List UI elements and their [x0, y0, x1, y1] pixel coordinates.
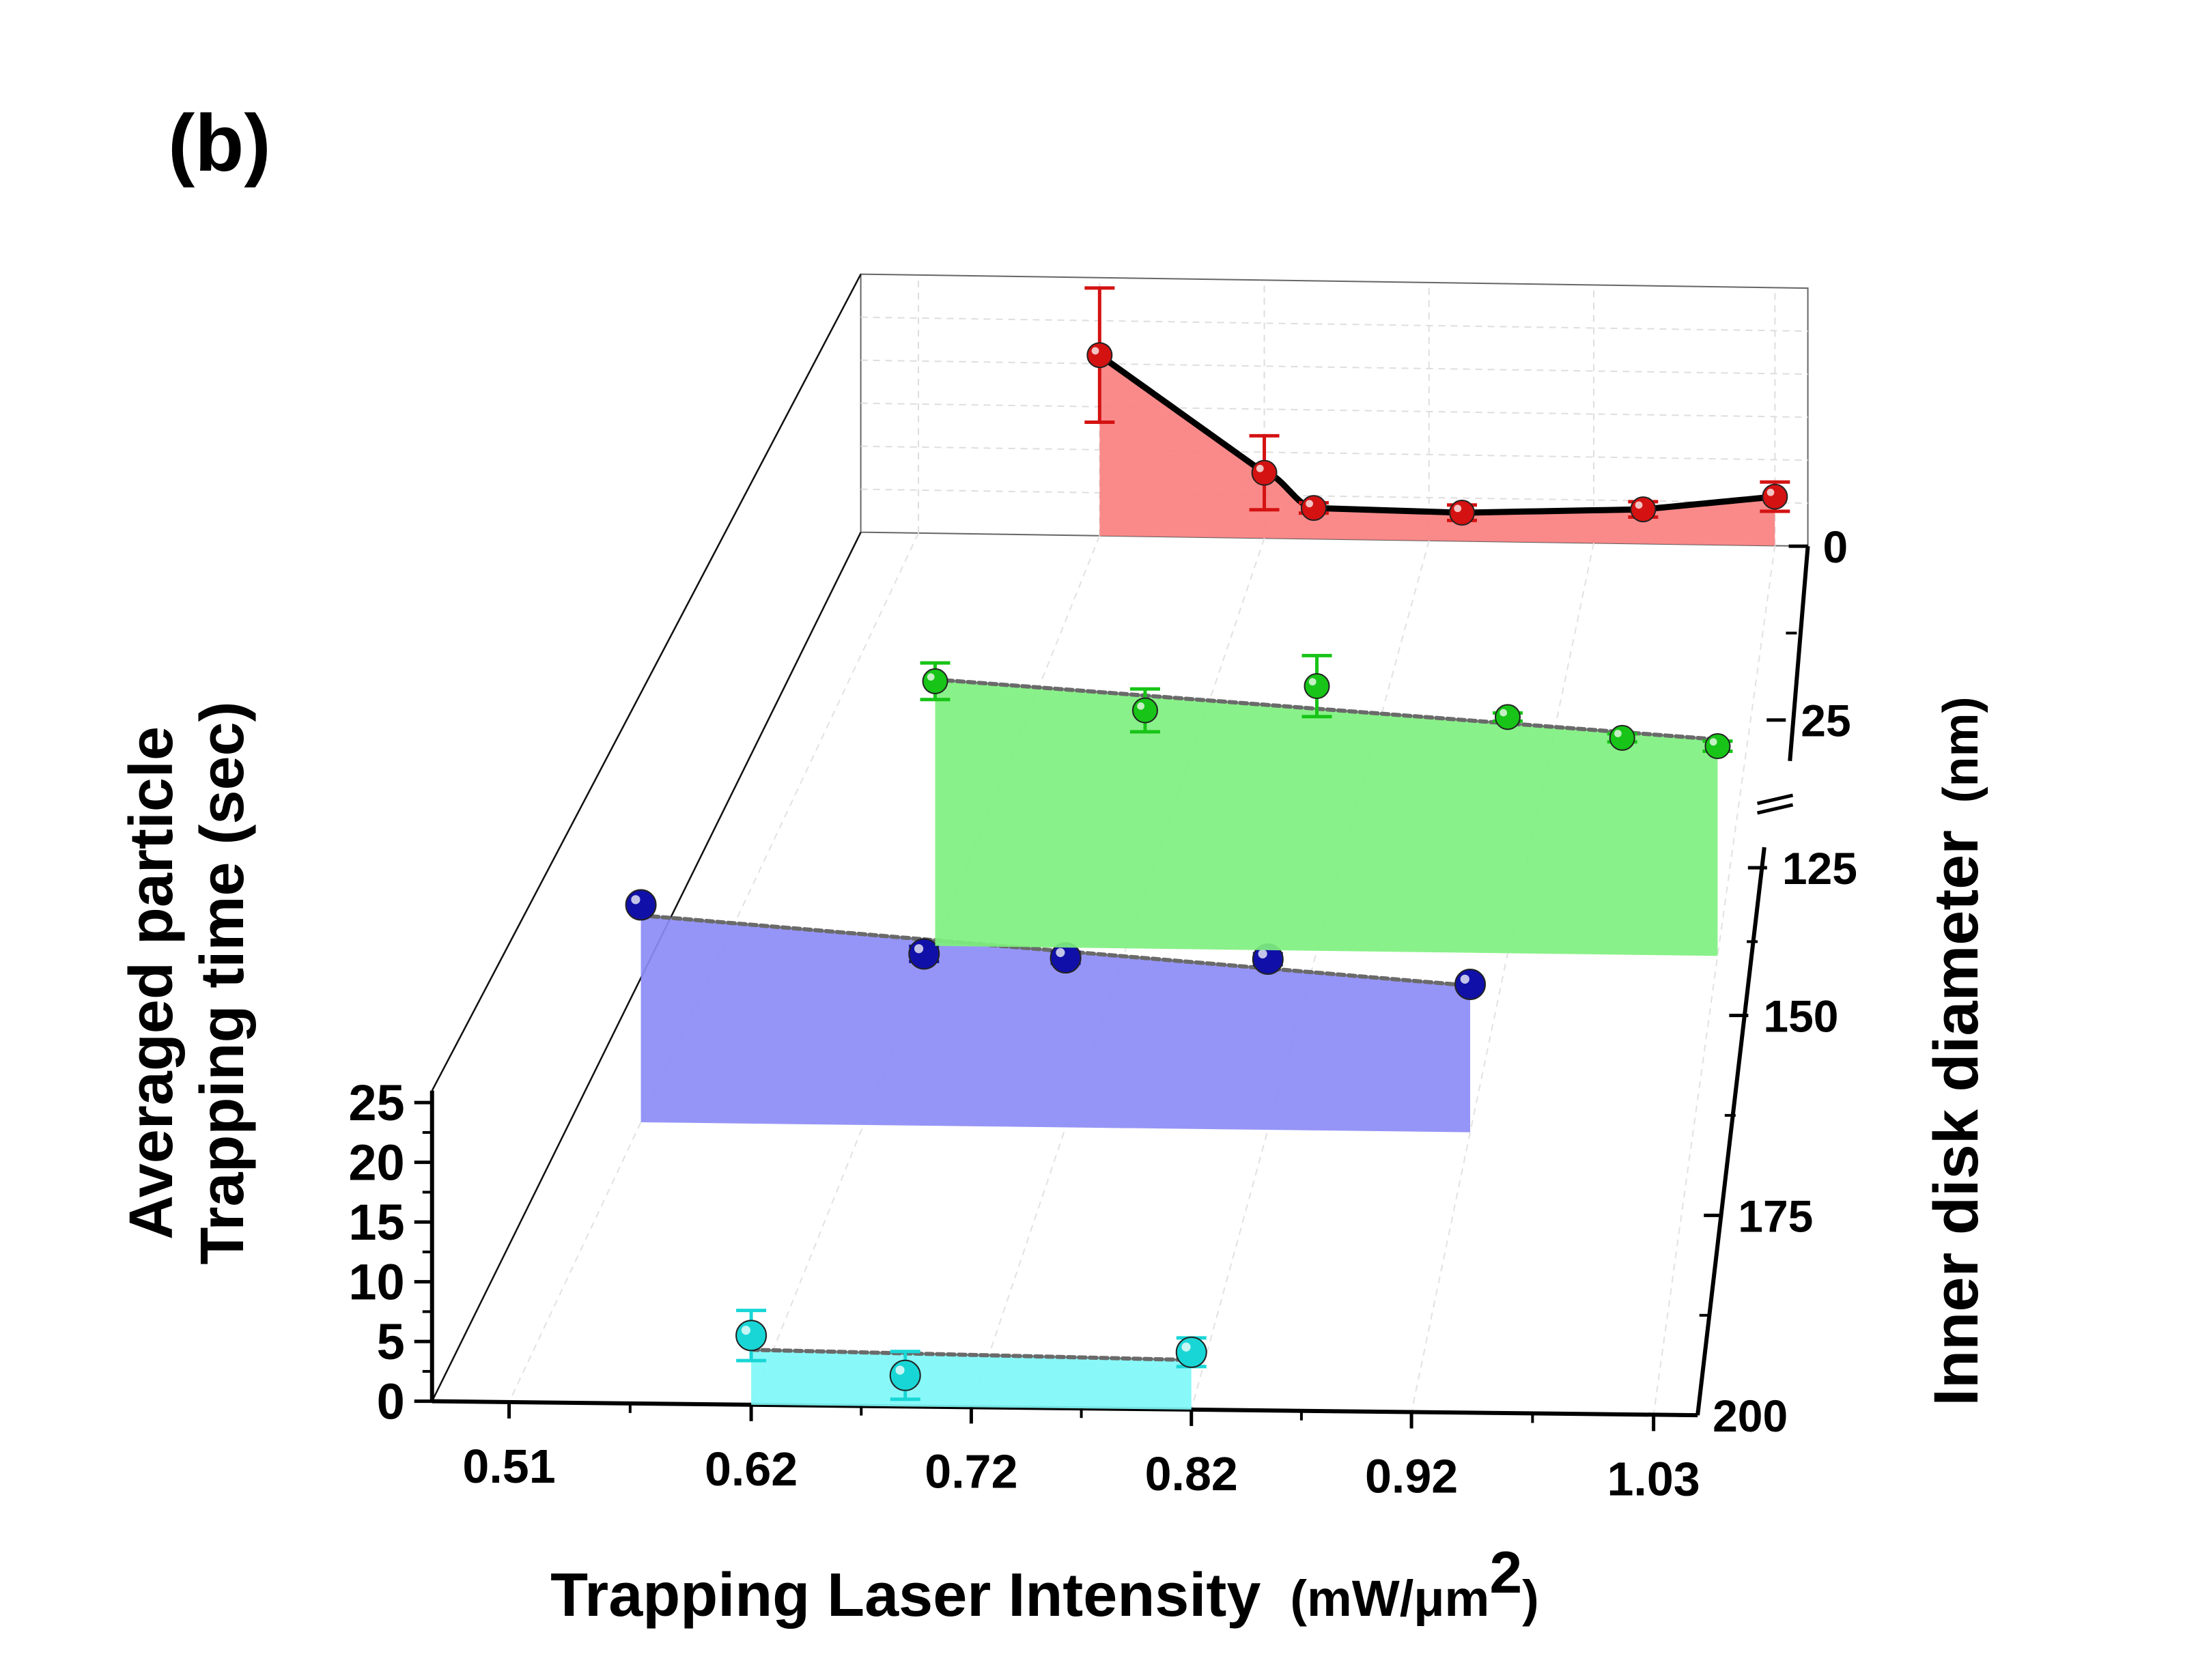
x-axis-title: Trapping Laser Intensity (mW/μm2): [550, 1540, 1539, 1629]
data-point: [908, 938, 940, 970]
x-axis-title-unit-sup: 2: [1489, 1540, 1522, 1606]
x-axis-line: [432, 1399, 1698, 1418]
y-axis-title-line1: Averaged particle: [117, 726, 186, 1240]
y-tick-label: 15: [348, 1194, 404, 1251]
data-point-highlight: [1614, 730, 1622, 737]
data-point-highlight: [1709, 738, 1717, 746]
x-tick-label: 0.92: [1365, 1449, 1458, 1503]
z-tick-label: 125: [1782, 843, 1857, 894]
data-point-highlight: [1766, 488, 1775, 496]
data-point: [1251, 459, 1278, 486]
data-point-highlight: [1460, 974, 1469, 984]
tick-layer: 0.51 0.62 0.72 0.82 0.92 1.030510152025025125…: [348, 522, 1857, 1505]
data-point-highlight: [1500, 709, 1508, 717]
data-point-highlight: [914, 944, 924, 954]
back-wall-gridline: [860, 445, 1808, 461]
back-wall-gridline: [860, 488, 1808, 504]
z-axis-break-mark: [1756, 793, 1794, 806]
y-tick-label: 20: [348, 1135, 404, 1191]
y-axis-title: Averaged particle Trapping time (sec): [117, 701, 257, 1264]
x-tick-label: 0.51: [462, 1440, 555, 1493]
series-fill-area: [751, 1350, 1192, 1410]
data-point-highlight: [1181, 1342, 1191, 1352]
series-fit-line: [749, 1348, 1194, 1363]
data-point: [1300, 495, 1327, 522]
box-top-left-edge: [431, 274, 862, 1092]
z-axis-title-unit: (nm): [1934, 696, 1988, 803]
data-point: [1704, 733, 1731, 760]
z-tick-label: 0: [1823, 522, 1848, 572]
x-tick-label: 1.03: [1607, 1452, 1700, 1505]
data-point: [1304, 673, 1330, 700]
data-point: [1449, 500, 1476, 526]
x-axis-title-unit-close: ): [1522, 1570, 1539, 1627]
data-point: [1762, 483, 1788, 510]
panel-label: (b): [168, 98, 271, 188]
data-point-highlight: [1056, 948, 1065, 957]
data-point-highlight: [1454, 504, 1462, 513]
series-fill-area: [935, 679, 1718, 956]
data-point: [1454, 969, 1487, 1001]
data-point: [735, 1320, 768, 1352]
floor-gridline: [1190, 540, 1430, 1410]
data-point: [1086, 342, 1113, 369]
data-point: [1495, 704, 1521, 730]
data-point-highlight: [1258, 949, 1267, 958]
z-axis-title-main: Inner disk diameter: [1922, 830, 1991, 1406]
data-point: [625, 889, 657, 921]
x-tick-label: 0.72: [925, 1444, 1017, 1498]
series-200: [735, 1309, 1207, 1410]
series-140: [920, 653, 1733, 956]
x-axis-title-main: Trapping Laser Intensity: [550, 1561, 1261, 1629]
data-point-highlight: [1137, 702, 1145, 710]
back-wall-gridline: [860, 402, 1808, 418]
data-point: [889, 1359, 921, 1391]
z-axis-title: Inner disk diameter (nm): [1922, 696, 1991, 1406]
series-165: [625, 889, 1487, 1133]
series-fit-line: [933, 677, 1720, 742]
y-axis-title-line2: Trapping time (sec): [188, 701, 257, 1264]
data-point-highlight: [741, 1326, 750, 1335]
data-point-highlight: [1308, 678, 1317, 686]
data-point: [1630, 496, 1657, 523]
back-wall-gridline: [860, 359, 1808, 375]
z-axis-line-upper: [1788, 545, 1810, 761]
y-tick-label: 5: [377, 1313, 405, 1370]
series-fit-line: [1096, 352, 1778, 516]
back-wall-gridline: [860, 316, 1808, 332]
z-tick-label: 150: [1763, 991, 1838, 1042]
y-tick-label: 25: [348, 1074, 404, 1131]
data-point-highlight: [1256, 464, 1264, 472]
floor-gridline: [1652, 545, 1776, 1415]
data-point-highlight: [631, 895, 640, 905]
y-tick-label: 0: [377, 1373, 405, 1430]
z-axis-break-mark: [1756, 803, 1794, 815]
data-point-highlight: [1091, 347, 1099, 355]
data-point-highlight: [1635, 501, 1643, 509]
series-0: [1084, 286, 1790, 546]
floor-gridline: [1411, 543, 1594, 1412]
x-axis-title-unit-open: (mW/μm: [1290, 1570, 1489, 1627]
z-tick-label: 25: [1801, 696, 1850, 746]
series-layer: [625, 286, 1790, 1410]
data-point: [1175, 1336, 1207, 1368]
x-tick-label: 0.82: [1145, 1447, 1238, 1500]
data-point-highlight: [1306, 500, 1314, 508]
y-tick-label: 10: [348, 1254, 404, 1311]
data-point-highlight: [895, 1365, 905, 1375]
data-point: [1609, 724, 1635, 751]
z-tick-label: 175: [1738, 1191, 1813, 1241]
z-tick-label: 200: [1713, 1391, 1788, 1441]
series-fill-area: [1099, 355, 1775, 546]
data-point-highlight: [927, 673, 935, 681]
data-point: [922, 668, 948, 694]
x-tick-label: 0.62: [705, 1442, 798, 1496]
data-point: [1131, 697, 1158, 724]
z-axis-title-text: Inner disk diameter (nm): [1922, 696, 1991, 1406]
